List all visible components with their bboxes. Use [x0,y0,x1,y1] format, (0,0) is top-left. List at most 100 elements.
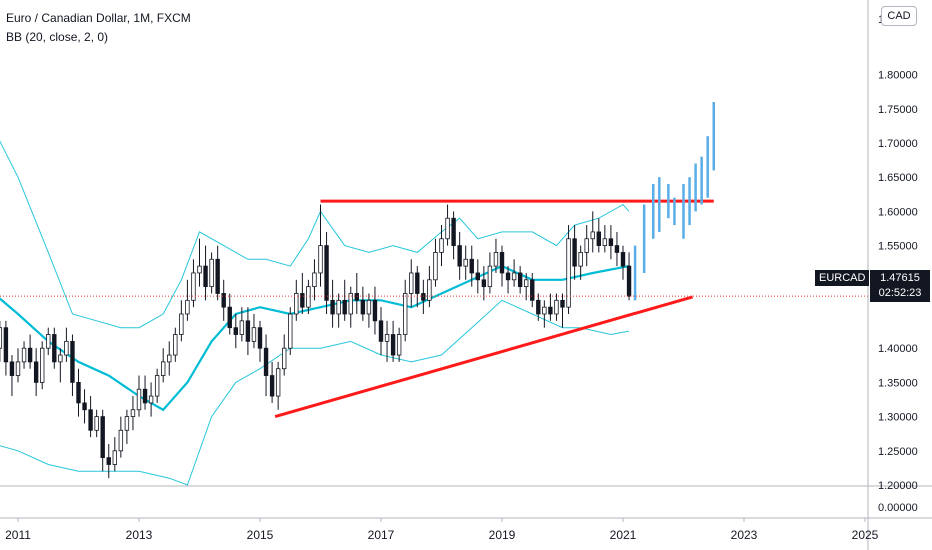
chart-legend: Euro / Canadian Dollar, 1M, FXCM BB (20,… [6,9,191,47]
currency-badge[interactable]: CAD [881,6,917,26]
candle-body [608,238,614,246]
candle [21,341,27,369]
candle [124,409,130,444]
candle [203,245,208,301]
candle-body [572,238,577,267]
candle-body [384,334,390,342]
time-axis-tick: 2013 [126,528,153,542]
candle-body [148,395,154,404]
candle [384,320,390,362]
candle-body [288,313,293,349]
candle [590,211,595,253]
candle [46,327,51,356]
candle-body [40,347,45,383]
time-axis-tick: 2025 [852,528,879,542]
candle-body [233,327,238,335]
candle [372,286,378,335]
candle-body [378,320,384,342]
candle [154,368,160,403]
candle-body [354,293,359,301]
candle [142,375,148,410]
candle-body [52,334,57,363]
candle [197,238,202,287]
candle-body [21,347,27,363]
candle [548,293,553,321]
price-axis-tick: 1.60000 [878,206,918,218]
candle [9,355,15,397]
candle-body [560,299,565,308]
candle-body [300,293,305,308]
candle [88,396,93,438]
candle-body [421,293,426,301]
candle-body [542,306,547,315]
candle-body [118,429,124,452]
candle [566,225,571,314]
candle [239,307,245,342]
candle [572,225,577,280]
candle-body [239,320,245,335]
candle-body [257,327,263,349]
candle [70,334,75,397]
time-axis-tick: 2011 [5,528,31,542]
candle-body [336,299,341,315]
candle [517,266,523,294]
candle-body [409,272,414,294]
candle [554,293,559,321]
candle-body [167,354,172,363]
candle-body [469,258,474,274]
candle [215,245,220,301]
candle-body [372,299,378,322]
candle-body [294,293,299,315]
candle-body [554,299,559,315]
symbol-title[interactable]: Euro / Canadian Dollar, 1M, FXCM [6,11,191,25]
candle [136,375,142,417]
candle-body [160,361,166,376]
candle [15,348,21,383]
indicator-title[interactable]: BB (20, close, 2, 0) [6,30,109,44]
price-axis-tick: 1.25000 [878,446,918,458]
candle-body [215,258,220,294]
candle [378,307,384,356]
candle-body [251,327,257,342]
candle [82,389,87,424]
candle-body [197,265,202,274]
candle-body [64,340,69,356]
candle [439,225,444,267]
candle-body [348,293,353,315]
candle [281,334,287,376]
candle [106,443,111,479]
bb-lower-band [0,299,630,486]
time-axis-tick: 2021 [610,528,637,542]
candle [584,225,589,267]
candle [33,348,39,397]
candle-body [142,388,148,404]
candle-body [76,381,81,404]
bar-countdown: 02:52:23 [878,287,922,299]
candle [100,409,105,472]
candle-body [106,457,111,465]
price-axis-tick: 1.40000 [878,343,918,355]
candle [312,259,317,301]
candle [505,266,511,294]
time-axis-tick: 2019 [489,528,516,542]
candle-body [548,306,553,315]
time-axis-tick: 2023 [731,528,758,542]
time-axis-tick: 2015 [247,528,274,542]
candle-body [396,334,402,356]
candle [269,361,275,403]
candle [602,225,608,253]
candle-body [15,361,21,376]
candle-body [203,265,208,288]
candle [342,279,347,321]
candle [524,272,529,301]
candle-body [306,286,311,308]
candle [58,348,63,383]
candle-body [451,217,456,247]
candle-body [530,279,535,301]
candle-body [330,299,335,315]
candle-body [342,299,347,315]
candle [288,307,293,356]
candle-body [9,361,15,376]
symbol-price-label: EURCAD [815,270,870,286]
